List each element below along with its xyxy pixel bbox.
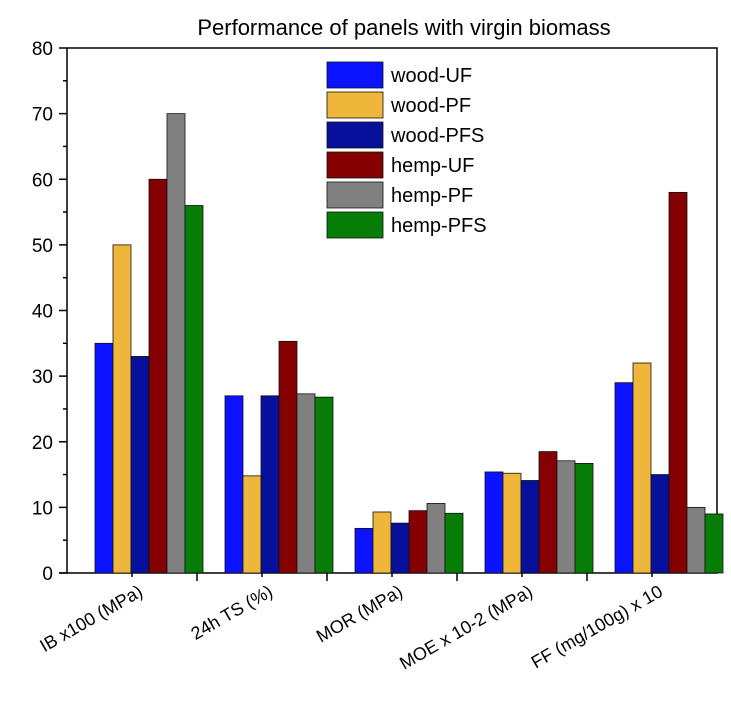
bar: [686, 506, 706, 574]
bar: [484, 471, 504, 574]
legend-label: hemp-PF: [391, 185, 473, 207]
bar: [112, 244, 132, 574]
bar: [538, 451, 558, 574]
y-tick-label: 0: [42, 564, 53, 585]
legend-label: hemp-UF: [391, 155, 474, 177]
bar: [166, 113, 186, 574]
bar: [148, 178, 168, 574]
bar: [224, 395, 244, 574]
bar: [520, 480, 540, 574]
y-tick-label: 10: [32, 498, 53, 519]
bar: [574, 463, 594, 574]
legend-label: wood-UF: [390, 65, 472, 87]
chart-title: Performance of panels with virgin biomas…: [197, 15, 610, 40]
bar: [94, 342, 114, 574]
bar: [242, 475, 262, 574]
x-category-label: FF (mg/100g) x 10: [528, 581, 666, 672]
bar: [614, 382, 634, 574]
x-category-label: MOE x 10-2 (MPa): [396, 581, 536, 673]
legend-swatch: [326, 121, 384, 149]
bar: [184, 205, 204, 574]
bar: [502, 472, 522, 574]
y-tick-label: 20: [32, 433, 53, 454]
bar: [372, 511, 392, 574]
x-category-label: IB x100 (MPa): [36, 581, 146, 656]
bar: [444, 512, 464, 574]
bar: [296, 393, 316, 574]
bar: [668, 191, 688, 574]
bar: [260, 395, 280, 574]
bar: [426, 503, 446, 574]
bar: [354, 527, 374, 574]
bar: [632, 362, 652, 574]
y-tick-label: 70: [32, 105, 53, 126]
legend-swatch: [326, 211, 384, 239]
legend-swatch: [326, 91, 384, 119]
bar: [130, 356, 150, 574]
bar: [408, 510, 428, 574]
x-category-label: MOR (MPa): [313, 581, 406, 646]
bar: [556, 460, 576, 574]
bar: [278, 340, 298, 574]
bar: [314, 396, 334, 574]
legend-swatch: [326, 181, 384, 209]
y-tick-label: 50: [32, 236, 53, 257]
legend: wood-UF wood-PF wood-PFS hemp-UF hemp-PF hemp…: [326, 61, 487, 239]
legend-label: wood-PFS: [390, 125, 484, 147]
bar: [390, 522, 410, 574]
legend-swatch: [326, 61, 384, 89]
x-category-label: 24h TS (%): [187, 581, 276, 644]
y-tick-label: 40: [32, 302, 53, 323]
legend-label: wood-PF: [390, 95, 471, 117]
legend-label: hemp-PFS: [391, 215, 487, 237]
bar: [704, 513, 724, 574]
y-tick-label: 80: [32, 39, 53, 60]
bar: [650, 474, 670, 574]
y-tick-label: 60: [32, 170, 53, 191]
legend-swatch: [326, 151, 384, 179]
y-tick-label: 30: [32, 367, 53, 388]
